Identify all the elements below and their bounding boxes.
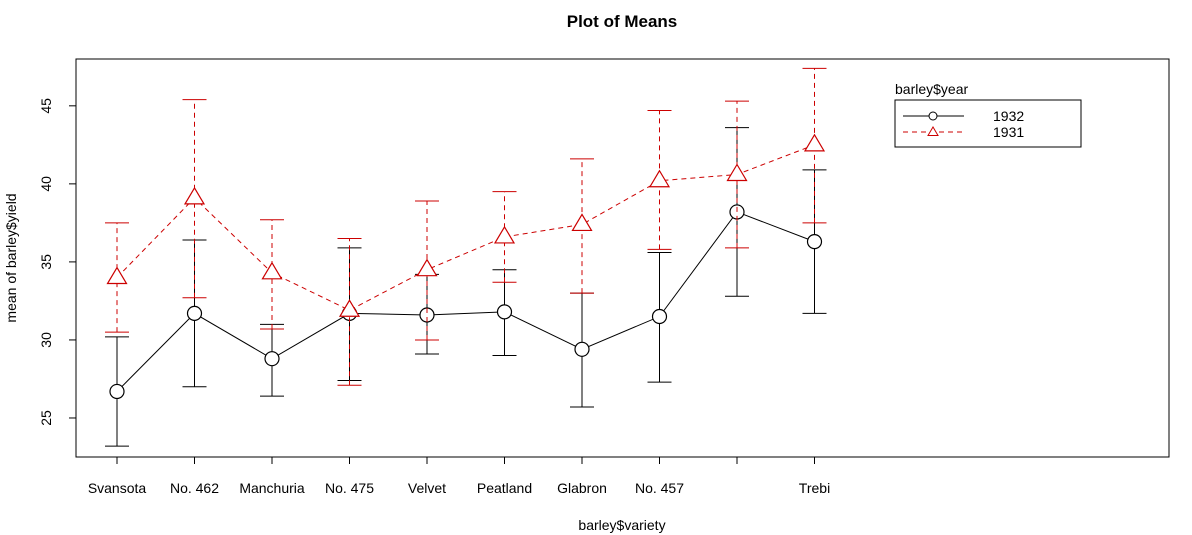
y-axis: 25 30 35 40 45 [38, 98, 77, 426]
x-tick-label: Peatland [477, 480, 532, 496]
x-tick-label: No. 462 [170, 480, 219, 496]
chart-title: Plot of Means [567, 12, 678, 31]
y-tick-label: 30 [38, 332, 54, 348]
series-1931 [105, 67, 827, 386]
y-tick-label: 45 [38, 98, 54, 114]
data-point [183, 186, 206, 205]
x-tick-label: Glabron [557, 480, 607, 496]
x-tick-label: No. 457 [635, 480, 684, 496]
y-tick-label: 35 [38, 254, 54, 270]
series-line [116, 144, 815, 311]
data-point [264, 351, 280, 367]
y-tick-label: 25 [38, 410, 54, 426]
data-point [261, 261, 283, 280]
x-tick-label: Manchuria [239, 480, 305, 496]
data-point [186, 305, 203, 322]
y-tick-label: 40 [38, 176, 54, 192]
x-tick-label: Svansota [88, 480, 147, 496]
x-tick-label: No. 475 [325, 480, 374, 496]
data-point [416, 258, 438, 277]
x-tick-label: Velvet [408, 480, 446, 496]
legend-label: 1931 [993, 124, 1024, 140]
data-point [493, 225, 516, 244]
data-point [803, 133, 826, 152]
legend-label: 1932 [993, 108, 1024, 124]
y-axis-label: mean of barley$yield [3, 193, 19, 322]
data-point [106, 266, 128, 285]
data-point [806, 234, 823, 250]
x-tick-label: Trebi [799, 480, 830, 496]
data-point [574, 341, 590, 357]
legend-title: barley$year [895, 81, 968, 97]
data-point [109, 383, 125, 400]
x-axis-label: barley$variety [578, 517, 665, 533]
data-point [726, 163, 748, 182]
legend-box [894, 99, 1082, 148]
series-layer [105, 67, 827, 447]
data-point [571, 213, 593, 232]
x-axis: Svansota No. 462 Manchuria No. 475 Velvet Pea… [88, 456, 830, 496]
legend-item-1931: 1931 [903, 124, 1024, 140]
data-point [496, 304, 513, 320]
legend-marker [928, 111, 938, 121]
data-point [651, 308, 668, 325]
legend-item-1932: 1932 [903, 108, 1024, 124]
series-1932 [105, 127, 827, 447]
data-point [648, 169, 671, 188]
series-line [116, 211, 815, 392]
legend-marker [927, 126, 939, 136]
data-point [338, 299, 361, 317]
